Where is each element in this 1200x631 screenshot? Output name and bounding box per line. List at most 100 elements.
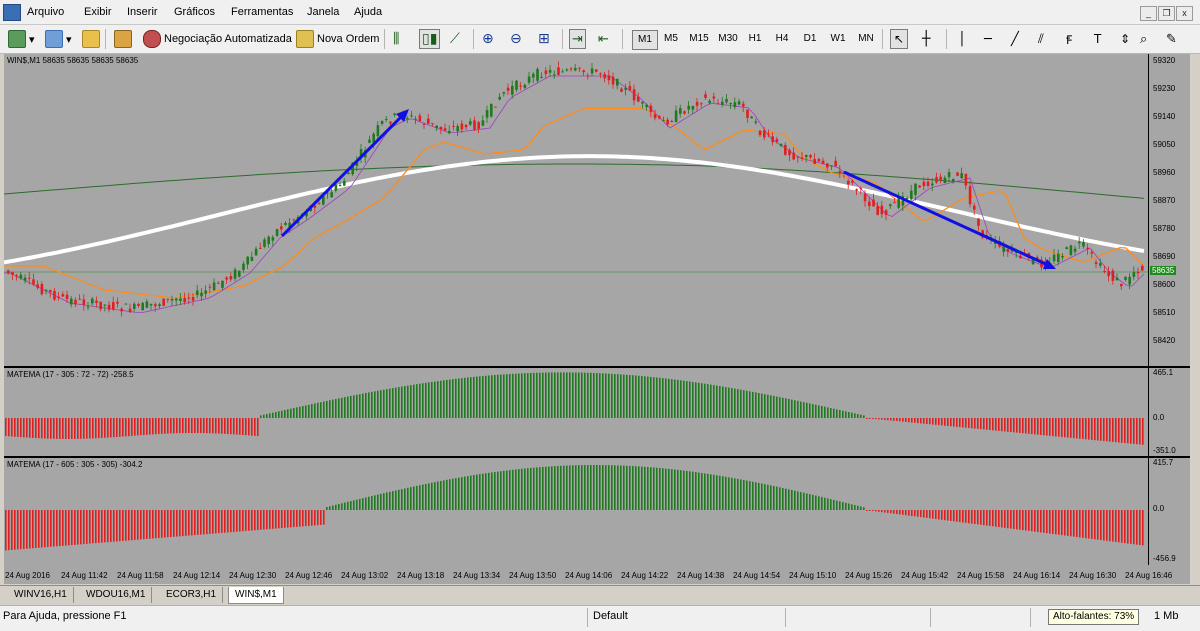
menu-ajuda[interactable]: Ajuda	[354, 6, 383, 18]
tab-winv16-h1[interactable]: WINV16,H1	[8, 587, 74, 603]
indicator2-pane[interactable]: MATEMA (17 - 605 : 305 - 305) -304.2	[4, 458, 1148, 565]
profile-name: Default	[593, 610, 628, 622]
indicator1-bar	[476, 376, 478, 418]
close-button[interactable]: x	[1176, 6, 1193, 21]
menu-janela[interactable]: Janela	[307, 6, 340, 18]
indicator2-bar	[908, 510, 910, 516]
indicator2-bar	[155, 510, 157, 539]
trend-arrow-down-head	[1043, 259, 1056, 269]
indicator1-bar	[446, 379, 448, 418]
indicator2-bar	[533, 467, 535, 510]
menu-inserir[interactable]: Inserir	[127, 6, 158, 18]
price-pane[interactable]: WIN$,M1 58635 58635 58635 58635	[4, 54, 1148, 366]
menu-exibir[interactable]: Exibir	[84, 6, 112, 18]
indicator1-bar	[704, 383, 706, 418]
restore-button[interactable]: ❐	[1158, 6, 1175, 21]
candle-body	[464, 124, 468, 128]
timeframe-h1[interactable]: H1	[748, 33, 762, 44]
indicator1-bar	[32, 418, 34, 438]
tab-wdou16-m1[interactable]: WDOU16,M1	[80, 587, 153, 603]
automated-trading-button[interactable]: Negociação Automatizada	[143, 29, 292, 49]
indicator1-bar	[1049, 418, 1051, 436]
indicator2-bar	[1043, 510, 1045, 533]
zoom-in-button[interactable]: ⊕	[482, 29, 494, 49]
indicator1-pane[interactable]: MATEMA (17 - 305 : 72 - 72) -258.5	[4, 368, 1148, 456]
crosshair-icon: ┼	[922, 31, 931, 47]
timeframe-m30[interactable]: M30	[718, 33, 738, 44]
time-label: 24 Aug 13:34	[453, 571, 501, 580]
indicator2-bar	[71, 510, 73, 546]
horizontal-line-button[interactable]: ─	[984, 29, 992, 49]
vertical-line-button[interactable]: │	[958, 29, 966, 49]
indicator1-bar	[440, 380, 442, 418]
chart-window[interactable]: WIN$,M1 58635 58635 58635 58635 59320 592…	[4, 54, 1190, 584]
new-order-button[interactable]: Nova Ordem	[296, 29, 379, 49]
candle-body	[338, 184, 342, 186]
candle-body	[456, 126, 459, 132]
indicator2-bar	[536, 467, 538, 510]
indicator2-bar	[665, 468, 667, 510]
tab-win-m1[interactable]: WIN$,M1	[228, 587, 284, 604]
indicator2-bar	[830, 499, 832, 510]
indicator2-bar	[1052, 510, 1054, 534]
timeframe-h4[interactable]: H4	[775, 33, 789, 44]
candle-body	[1120, 283, 1123, 287]
indicator1-bar	[650, 376, 652, 418]
indicator2-bar	[734, 478, 736, 510]
candle-body	[922, 181, 926, 187]
timeframe-w1[interactable]: W1	[830, 33, 846, 44]
indicator2-bar	[455, 478, 457, 510]
indicator1-bar	[389, 388, 391, 418]
zoom-out-button[interactable]: ⊖	[510, 29, 522, 49]
timeframe-m15[interactable]: M15	[689, 33, 709, 44]
menu-arquivo[interactable]: Arquivo	[27, 6, 65, 18]
arrows-tool-button[interactable]: ⇕	[1120, 29, 1130, 49]
chart-shift-button[interactable]: ⇤	[598, 29, 609, 49]
candle-body	[460, 123, 464, 130]
indicator1-bar	[929, 418, 931, 425]
indicator2-bar	[1133, 510, 1135, 545]
indicator2-bar	[1106, 510, 1108, 541]
time-label: 24 Aug 13:50	[509, 571, 557, 580]
timeframe-mn[interactable]: MN	[858, 33, 874, 44]
indicator1-min-label: -351.0	[1153, 446, 1176, 455]
candle-body	[284, 222, 287, 225]
tile-windows-button[interactable]: ⊞	[538, 29, 550, 49]
indicator2-bar	[374, 495, 376, 510]
channel-button[interactable]: ⫽	[1038, 29, 1044, 49]
search-button[interactable]: ⌕	[1140, 29, 1147, 49]
cursor-tool-button[interactable]: ↖	[890, 29, 909, 49]
timeframe-m5[interactable]: M5	[664, 33, 678, 44]
trendline-button[interactable]: ╱	[1011, 29, 1019, 49]
menu-ferramentas[interactable]: Ferramentas	[231, 6, 294, 18]
indicator2-bar	[647, 467, 649, 510]
indicator2-bar	[803, 492, 805, 510]
expert-button[interactable]	[114, 29, 132, 49]
profiles-button[interactable]: ▾	[45, 29, 72, 49]
minimize-button[interactable]: _	[1140, 6, 1157, 21]
crosshair-tool-button[interactable]: ┼	[922, 29, 930, 49]
timeframe-d1[interactable]: D1	[803, 33, 817, 44]
candle-body	[574, 68, 577, 71]
app-icon[interactable]	[3, 4, 21, 21]
channel-icon: ⫽	[1038, 31, 1044, 47]
bar-chart-button[interactable]: ⫼	[393, 29, 399, 49]
indicator2-bar	[914, 510, 916, 517]
menu-graficos[interactable]: Gráficos	[174, 6, 215, 18]
candlestick-button[interactable]: ▯▮	[419, 29, 441, 49]
auto-scroll-button[interactable]: ⇥	[569, 29, 586, 49]
indicator1-bar	[128, 418, 130, 437]
fibonacci-button[interactable]: Ꞙ	[1066, 29, 1072, 49]
candle-body	[905, 197, 909, 199]
settings-button[interactable]: ✎	[1166, 29, 1177, 49]
candle-body	[679, 108, 682, 114]
indicator1-bar	[1037, 418, 1039, 435]
text-tool-button[interactable]: T	[1094, 29, 1101, 49]
indicator1-bar	[788, 398, 790, 418]
tab-ecor3-h1[interactable]: ECOR3,H1	[160, 587, 224, 603]
price-label: 58780	[1153, 224, 1176, 233]
market-watch-button[interactable]	[82, 29, 100, 49]
line-chart-button[interactable]: ⟋	[450, 29, 460, 49]
new-chart-button[interactable]: ▾	[8, 29, 35, 49]
timeframe-m1[interactable]: M1	[632, 30, 658, 50]
